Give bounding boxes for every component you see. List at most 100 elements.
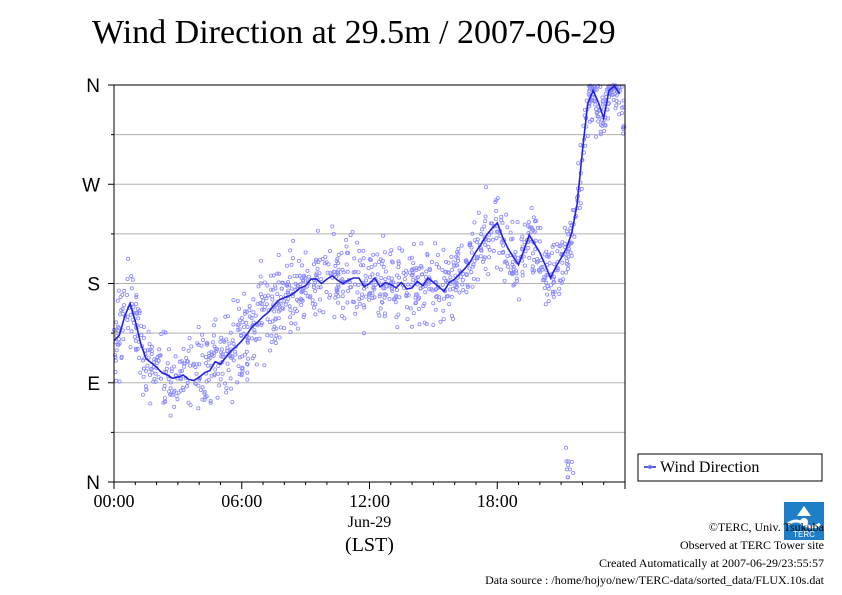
- scatter-point: [129, 286, 134, 291]
- scatter-point: [405, 282, 410, 287]
- credit-created: Created Automatically at 2007-06-29/23:5…: [599, 556, 824, 570]
- scatter-point: [255, 301, 260, 306]
- scatter-point: [543, 302, 548, 307]
- scatter-point: [163, 330, 168, 335]
- scatter-point: [424, 269, 429, 274]
- scatter-point: [146, 355, 151, 360]
- scatter-point: [333, 263, 338, 268]
- scatter-point: [313, 312, 318, 317]
- scatter-point: [136, 316, 141, 321]
- scatter-point: [327, 249, 332, 254]
- scatter-point: [450, 267, 455, 272]
- scatter-point: [288, 307, 293, 312]
- scatter-point: [194, 371, 199, 376]
- scatter-point: [252, 353, 257, 358]
- scatter-point: [600, 99, 605, 104]
- scatter-point: [254, 336, 259, 341]
- scatter-point: [289, 286, 294, 291]
- scatter-point: [479, 227, 484, 232]
- scatter-point: [221, 338, 226, 343]
- scatter-point: [287, 304, 292, 309]
- scatter-point: [514, 271, 519, 276]
- scatter-point: [149, 366, 154, 371]
- scatter-point: [613, 106, 618, 111]
- scatter-point: [246, 356, 251, 361]
- scatter-point: [166, 347, 171, 352]
- scatter-point: [357, 301, 362, 306]
- scatter-point: [440, 267, 445, 272]
- scatter-point: [245, 377, 250, 382]
- scatter-point: [617, 112, 622, 117]
- scatter-point: [239, 333, 244, 338]
- grid-layer: [114, 134, 625, 433]
- scatter-point: [288, 248, 293, 253]
- scatter-point: [494, 198, 499, 203]
- scatter-point: [552, 279, 557, 284]
- scatter-point: [442, 276, 447, 281]
- scatter-point: [270, 319, 275, 324]
- scatter-point: [384, 284, 389, 289]
- scatter-point: [423, 274, 428, 279]
- scatter-point: [468, 241, 473, 246]
- scatter-point: [286, 296, 291, 301]
- scatter-point: [209, 350, 214, 355]
- scatter-point: [405, 317, 410, 322]
- scatter-point: [598, 132, 603, 137]
- scatter-point: [144, 369, 149, 374]
- scatter-point: [454, 254, 459, 259]
- y-tick-label: W: [82, 175, 100, 196]
- scatter-point: [510, 270, 515, 275]
- scatter-point: [147, 347, 152, 352]
- scatter-point: [382, 314, 387, 319]
- scatter-point: [344, 262, 349, 267]
- scatter-point: [119, 354, 124, 359]
- scatter-point: [558, 243, 563, 248]
- scatter-point: [284, 263, 289, 268]
- scatter-point: [125, 276, 130, 281]
- scatter-point: [507, 271, 512, 276]
- scatter-point: [621, 123, 626, 128]
- scatter-point: [292, 306, 297, 311]
- scatter-point: [239, 316, 244, 321]
- scatter-point: [422, 320, 427, 325]
- scatter-point: [196, 406, 201, 411]
- scatter-point: [355, 240, 360, 245]
- scatter-point: [251, 310, 256, 315]
- scatter-point: [457, 290, 462, 295]
- scatter-point: [205, 341, 210, 346]
- scatter-point: [168, 386, 173, 391]
- scatter-point: [519, 237, 524, 242]
- scatter-point: [216, 371, 221, 376]
- scatter-point: [137, 355, 142, 360]
- scatter-point: [415, 292, 420, 297]
- scatter-point: [389, 248, 394, 253]
- scatter-point: [404, 293, 409, 298]
- scatter-point: [396, 265, 401, 270]
- scatter-point: [508, 230, 513, 235]
- scatter-point: [303, 290, 308, 295]
- scatter-point: [259, 307, 264, 312]
- scatter-point: [572, 234, 577, 239]
- x-unit-label: (LST): [345, 534, 394, 556]
- scatter-point: [433, 241, 438, 246]
- scatter-point: [133, 338, 138, 343]
- scatter-point: [382, 311, 387, 316]
- scatter-point: [593, 102, 598, 107]
- scatter-point: [440, 282, 445, 287]
- scatter-point: [332, 315, 337, 320]
- scatter-point: [522, 222, 527, 227]
- scatter-point: [228, 386, 233, 391]
- scatter-point: [197, 362, 202, 367]
- scatter-point: [240, 320, 245, 325]
- legend-label: Wind Direction: [660, 459, 759, 476]
- scatter-point: [144, 387, 149, 392]
- scatter-point: [148, 401, 153, 406]
- scatter-point: [478, 254, 483, 259]
- scatter-point: [206, 377, 211, 382]
- scatter-point: [243, 309, 248, 314]
- scatter-point: [310, 301, 315, 306]
- scatter-point: [300, 288, 305, 293]
- scatter-point: [357, 248, 362, 253]
- scatter-point: [470, 231, 475, 236]
- scatter-point: [323, 254, 328, 259]
